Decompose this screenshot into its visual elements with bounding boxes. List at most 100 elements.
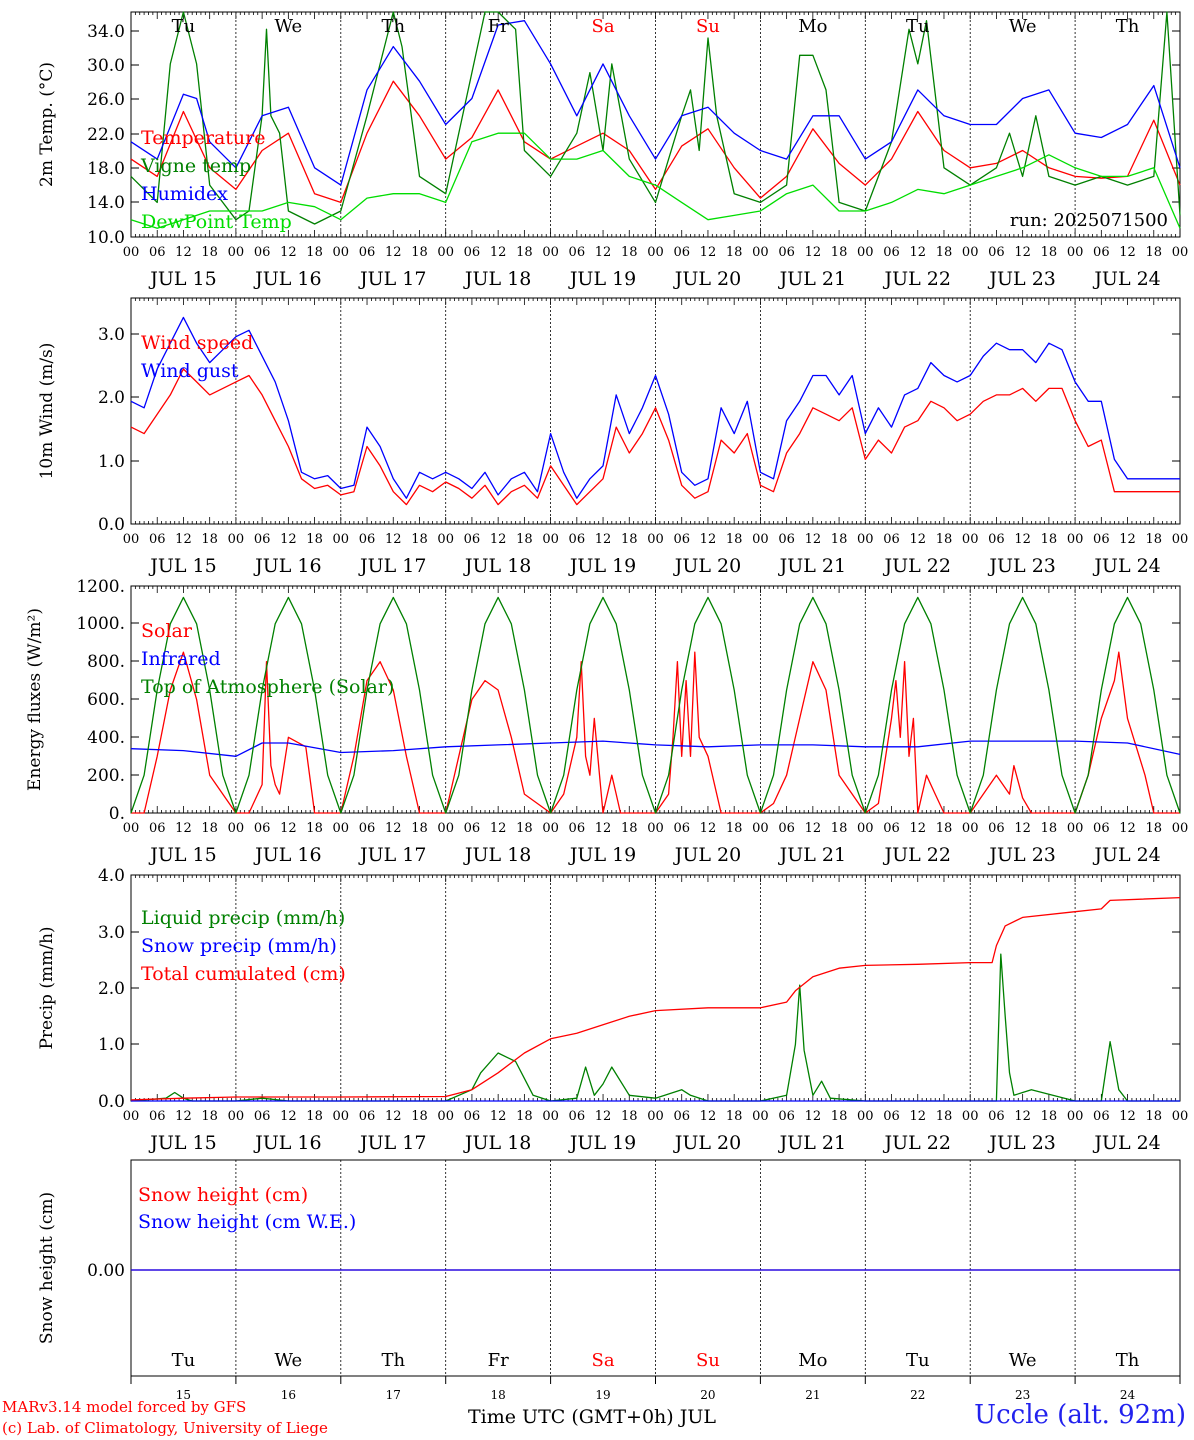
hour-label: 00 (647, 1109, 664, 1124)
hour-label: 06 (1093, 245, 1110, 260)
y-tick-label: 0.0 (98, 1092, 125, 1112)
y-tick-label: 26.0 (87, 90, 125, 110)
hour-label: 06 (883, 821, 900, 836)
weekday-label: We (1009, 1350, 1037, 1371)
y-tick-label: 2.0 (98, 388, 125, 408)
date-label: JUL 16 (253, 1132, 321, 1154)
hour-label: 12 (490, 1109, 507, 1124)
hour-label: 18 (201, 245, 218, 260)
weekday-label: Th (381, 1350, 405, 1371)
weekday-label: Th (1116, 1350, 1140, 1371)
hour-label: 18 (1041, 245, 1058, 260)
hour-label: 06 (988, 245, 1005, 260)
hour-label: 18 (1041, 821, 1058, 836)
hour-label: 12 (700, 1109, 717, 1124)
hour-label: 06 (359, 245, 376, 260)
day-number-label: 17 (386, 1388, 401, 1402)
hour-label: 00 (962, 532, 979, 547)
hour-label: 00 (542, 532, 559, 547)
date-label: JUL 17 (358, 555, 426, 577)
hour-label: 00 (123, 821, 140, 836)
hour-label: 00 (123, 1109, 140, 1124)
hour-label: 18 (411, 821, 428, 836)
hour-label: 18 (306, 245, 323, 260)
y-tick-label: 4.0 (98, 866, 125, 886)
hour-label: 00 (1067, 1109, 1084, 1124)
hour-label: 12 (175, 1109, 192, 1124)
hour-label: 00 (647, 245, 664, 260)
y-tick-label: 34.0 (87, 22, 125, 42)
weekday-label: Fr (488, 1350, 509, 1371)
y-tick-label: 14.0 (87, 193, 125, 213)
legend-entry: Total cumulated (cm) (141, 963, 346, 985)
hour-label: 12 (595, 245, 612, 260)
hour-label: 18 (831, 821, 848, 836)
hour-label: 06 (254, 821, 271, 836)
hour-label: 12 (385, 245, 402, 260)
legend-entry: Vigne temp (140, 155, 251, 177)
y-tick-label: 800. (87, 652, 125, 672)
weekday-label: Mo (798, 16, 827, 37)
hour-label: 18 (726, 532, 743, 547)
weekday-label: Tu (172, 1350, 196, 1371)
hour-label: 12 (909, 821, 926, 836)
hour-label: 00 (1172, 821, 1189, 836)
hour-label: 18 (726, 1109, 743, 1124)
y-axis-title: Energy fluxes (W/m²) (25, 608, 45, 791)
hour-label: 06 (464, 245, 481, 260)
y-tick-label: 1000. (76, 614, 125, 634)
hour-label: 06 (464, 532, 481, 547)
hour-label: 18 (936, 1109, 953, 1124)
date-label: JUL 15 (148, 268, 216, 290)
date-label: JUL 15 (148, 555, 216, 577)
hour-label: 06 (988, 1109, 1005, 1124)
hour-label: 00 (1067, 532, 1084, 547)
date-label: JUL 21 (778, 844, 846, 866)
hour-label: 06 (149, 1109, 166, 1124)
hour-label: 06 (359, 821, 376, 836)
hour-label: 06 (464, 1109, 481, 1124)
hour-label: 00 (542, 821, 559, 836)
hour-label: 00 (647, 821, 664, 836)
weekday-label: Sa (592, 1350, 615, 1371)
date-label: JUL 22 (883, 844, 951, 866)
date-label: JUL 20 (673, 268, 741, 290)
legend-entry: Snow height (cm) (138, 1184, 308, 1206)
hour-label: 18 (516, 1109, 533, 1124)
hour-label: 00 (647, 532, 664, 547)
y-tick-label: 22.0 (87, 125, 125, 145)
hour-label: 00 (752, 532, 769, 547)
hour-label: 00 (962, 1109, 979, 1124)
legend-entry: Snow precip (mm/h) (141, 935, 337, 957)
y-axis-title: 10m Wind (m/s) (37, 343, 57, 480)
hour-label: 12 (280, 821, 297, 836)
date-label: JUL 18 (463, 555, 531, 577)
hour-label: 18 (621, 1109, 638, 1124)
run-label: run: 2025071500 (1010, 210, 1168, 231)
date-label: JUL 19 (568, 844, 636, 866)
date-label: JUL 16 (253, 268, 321, 290)
y-tick-label: 400. (87, 728, 125, 748)
hour-label: 00 (228, 245, 245, 260)
hour-label: 00 (1172, 532, 1189, 547)
hour-label: 18 (306, 532, 323, 547)
date-label: JUL 17 (358, 844, 426, 866)
hour-label: 18 (1041, 532, 1058, 547)
hour-label: 06 (988, 532, 1005, 547)
hour-label: 18 (1041, 1109, 1058, 1124)
hour-label: 12 (595, 821, 612, 836)
day-number-label: 19 (595, 1388, 610, 1402)
hour-label: 12 (490, 245, 507, 260)
hour-label: 12 (1014, 821, 1031, 836)
weekday-label: Fr (488, 16, 509, 37)
hour-label: 06 (149, 821, 166, 836)
hour-label: 18 (621, 532, 638, 547)
date-label: JUL 20 (673, 1132, 741, 1154)
day-number-label: 16 (281, 1388, 296, 1402)
hour-label: 12 (280, 532, 297, 547)
y-tick-label: 1.0 (98, 1035, 125, 1055)
hour-label: 00 (752, 1109, 769, 1124)
hour-label: 18 (936, 821, 953, 836)
hour-label: 00 (857, 532, 874, 547)
